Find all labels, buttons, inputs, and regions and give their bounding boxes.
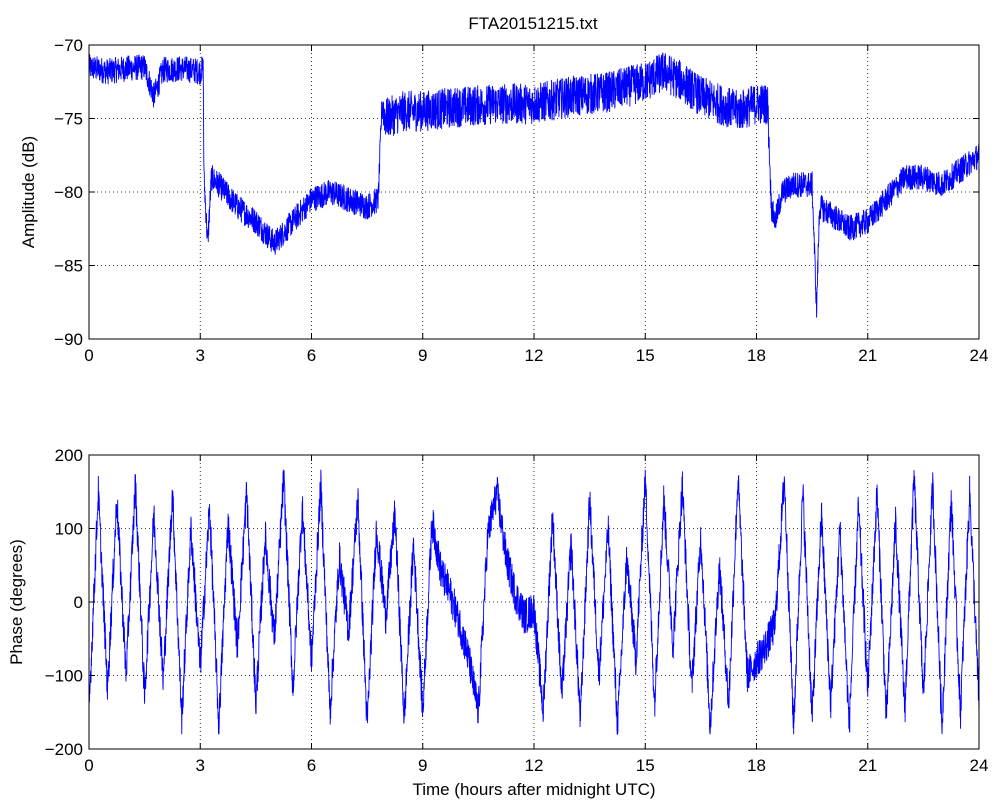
phase-x-tick-label: 24 [970, 756, 989, 775]
phase-y-tick-label: −200 [45, 740, 83, 759]
phase-y-tick-label: 200 [55, 446, 83, 465]
phase-x-tick-label: 15 [636, 756, 655, 775]
phase-x-axis-label: Time (hours after midnight UTC) [412, 780, 655, 799]
amplitude-series-line [89, 52, 979, 318]
amplitude-plot: 0 3 6 9 12 15 18 21 24 −90 −85 −80 −75 −70 Amplitude (… [19, 36, 988, 365]
phase-plot: 0 3 6 9 12 15 18 21 24 −200 −100 0 100 200 Phase (degr… [7, 446, 988, 799]
phase-y-axis-label: Phase (degrees) [7, 539, 26, 665]
phase-series-line [89, 469, 979, 735]
phase-y-tick-label: 100 [55, 520, 83, 539]
amplitude-x-tick-label: 9 [418, 346, 427, 365]
phase-x-tick-label: 21 [858, 756, 877, 775]
phase-x-tick-label: 3 [196, 756, 205, 775]
amplitude-x-tick-label: 0 [84, 346, 93, 365]
phase-y-tick-label: −100 [45, 667, 83, 686]
amplitude-y-tick-label: −90 [54, 330, 83, 349]
phase-x-tick-label: 0 [84, 756, 93, 775]
phase-x-tick-label: 9 [418, 756, 427, 775]
amplitude-y-tick-label: −75 [54, 110, 83, 129]
phase-y-tick-label: 0 [74, 593, 83, 612]
amplitude-x-tick-label: 24 [970, 346, 989, 365]
amplitude-y-tick-label: −70 [54, 36, 83, 55]
amplitude-y-tick-label: −80 [54, 183, 83, 202]
amplitude-x-tick-label: 6 [307, 346, 316, 365]
amplitude-x-tick-label: 15 [636, 346, 655, 365]
amplitude-y-axis-label: Amplitude (dB) [19, 136, 38, 248]
phase-x-tick-label: 6 [307, 756, 316, 775]
chart-title: FTA20151215.txt [468, 14, 597, 33]
amplitude-y-tick-label: −85 [54, 257, 83, 276]
amplitude-x-tick-label: 21 [858, 346, 877, 365]
phase-x-tick-label: 12 [525, 756, 544, 775]
phase-x-tick-label: 18 [747, 756, 766, 775]
amplitude-x-tick-label: 18 [747, 346, 766, 365]
amplitude-x-tick-label: 12 [525, 346, 544, 365]
amplitude-x-tick-label: 3 [196, 346, 205, 365]
